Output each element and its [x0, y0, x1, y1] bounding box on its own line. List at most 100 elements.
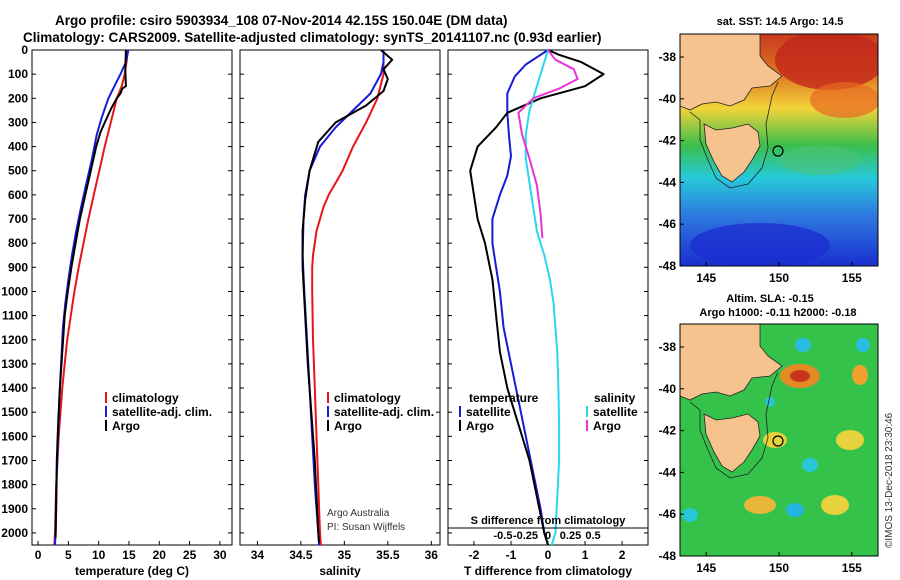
x-tick-label: 35.5 [376, 548, 400, 562]
legend-label-climatology: climatology [334, 391, 401, 405]
depth-tick-label: 700 [8, 212, 28, 226]
lat-tick-label: -38 [659, 340, 677, 354]
depth-tick-label: 1500 [1, 405, 28, 419]
difference-x-ticks: -2 -1 0 1 2 [469, 541, 626, 562]
lat-tick-label: -46 [659, 507, 677, 521]
sla-high-anomaly [821, 495, 849, 515]
lon-tick-label: 155 [842, 561, 862, 575]
attribution-line-2: PI: Susan Wijffels [327, 522, 405, 533]
sla-map [680, 324, 878, 556]
sla-low-anomaly [786, 503, 804, 517]
mainland-land [680, 34, 783, 111]
x-tick-label: -1 [506, 548, 517, 562]
shelf-contour [689, 81, 779, 189]
x-tick-label: 34.5 [289, 548, 313, 562]
legend-label-t-argo: Argo [466, 419, 494, 433]
depth-tick-label: 1000 [1, 284, 28, 298]
depth-tick-label: 1400 [1, 381, 28, 395]
lat-tick-label: -44 [659, 175, 677, 189]
depth-tick-label: 1700 [1, 453, 28, 467]
argo-position-marker [772, 435, 784, 447]
depth-axis: 0 100 200 300 400 500 600 700 800 900 1000 1100 1200… [1, 43, 648, 540]
depth-tick-label: 0 [21, 43, 28, 57]
lat-tick-label: -46 [659, 217, 677, 231]
depth-tick-label: 1800 [1, 478, 28, 492]
salinity-legend: climatology satellite-adj. clim. Argo [327, 391, 434, 433]
s-diff-tick-label: -0.5 [494, 530, 513, 542]
x-tick-label: 36 [425, 548, 439, 562]
x-tick-label: 25 [183, 548, 197, 562]
salinity-xlabel: salinity [319, 564, 361, 578]
depth-tick-label: 100 [8, 67, 28, 81]
sst-warm-patch [810, 82, 878, 118]
depth-tick-label: 800 [8, 236, 28, 250]
sla-low-anomaly [802, 458, 818, 472]
x-tick-label: 15 [122, 548, 136, 562]
title-line-1: Argo profile: csiro 5903934_108 07-Nov-2… [55, 13, 507, 28]
salinity-panel [239, 49, 441, 546]
temperature-legend: climatology satellite-adj. clim. Argo [105, 391, 212, 433]
sla-map-title: Altim. SLA: -0.15 [726, 293, 813, 305]
depth-tick-label: 1100 [2, 309, 28, 323]
s-diff-tick-label: 0 [545, 530, 551, 542]
depth-tick-label: 500 [8, 164, 28, 178]
mainland-land [680, 324, 783, 401]
temperature-x-ticks: 0 5 10 15 20 25 30 [35, 541, 227, 562]
lon-tick-label: 155 [842, 271, 862, 285]
series-line-s-argo [517, 49, 579, 239]
x-tick-label: 0 [35, 548, 42, 562]
sla-high-anomaly [852, 365, 868, 385]
tasmania-land [703, 123, 761, 183]
x-tick-label: 2 [619, 548, 626, 562]
lat-tick-label: -48 [659, 259, 677, 273]
lon-tick-label: 145 [696, 561, 716, 575]
attribution-line-1: Argo Australia [327, 508, 390, 519]
x-tick-label: 5 [65, 548, 72, 562]
depth-tick-label: 2000 [1, 526, 28, 540]
shelf-contour [689, 371, 779, 479]
difference-panel [447, 49, 649, 546]
depth-tick-label: 1600 [1, 429, 28, 443]
temperature-xlabel: temperature (deg C) [75, 564, 189, 578]
series-line-argo [301, 49, 394, 543]
series-line-satellite-adj-clim- [54, 49, 130, 546]
legend-label-satellite: satellite-adj. clim. [334, 405, 434, 419]
sla-low-anomaly [765, 397, 775, 407]
lat-tick-label: -38 [659, 50, 677, 64]
lat-tick-label: -40 [659, 92, 677, 106]
sst-map [680, 34, 878, 266]
argo-position-marker [772, 145, 784, 157]
salinity-x-ticks: 34 34.5 35 35.5 36 [251, 541, 439, 562]
title-line-2: Climatology: CARS2009. Satellite-adjuste… [23, 30, 601, 45]
depth-tick-label: 300 [8, 115, 28, 129]
x-tick-label: 0 [545, 548, 552, 562]
lon-tick-label: 150 [769, 271, 789, 285]
sst-cool-patch [780, 145, 860, 175]
legend-label-s-argo: Argo [593, 419, 621, 433]
depth-tick-label: 1200 [1, 333, 28, 347]
depth-tick-label: 1300 [1, 357, 28, 371]
sla-low-anomaly [682, 508, 698, 522]
difference-series [469, 49, 605, 546]
legend-header-salinity: salinity [594, 391, 636, 405]
legend-label-s-satellite: satellite [593, 405, 638, 419]
sla-map-subtitle: Argo h1000: -0.11 h2000: -0.18 [699, 307, 856, 319]
x-tick-label: 10 [92, 548, 106, 562]
lat-tick-label: -48 [659, 549, 677, 563]
lat-tick-label: -42 [659, 424, 677, 438]
series-line-climatology [311, 50, 385, 546]
lat-tick-label: -40 [659, 382, 677, 396]
lat-tick-label: -42 [659, 134, 677, 148]
series-line-t-satellite [491, 49, 549, 546]
x-tick-label: 34 [251, 548, 265, 562]
temperature-panel [31, 49, 233, 546]
sst-map-axes: -38 -40 -42 -44 -46 -48 145 150 155 [659, 50, 862, 285]
sla-low-anomaly [856, 338, 870, 352]
sla-high-anomaly [836, 430, 864, 450]
depth-tick-label: 900 [8, 260, 28, 274]
depth-tick-label: 200 [8, 91, 28, 105]
x-tick-label: 1 [582, 548, 589, 562]
s-diff-tick-label: -0.25 [513, 530, 538, 542]
x-tick-label: -2 [469, 548, 480, 562]
legend-label-argo: Argo [112, 419, 140, 433]
